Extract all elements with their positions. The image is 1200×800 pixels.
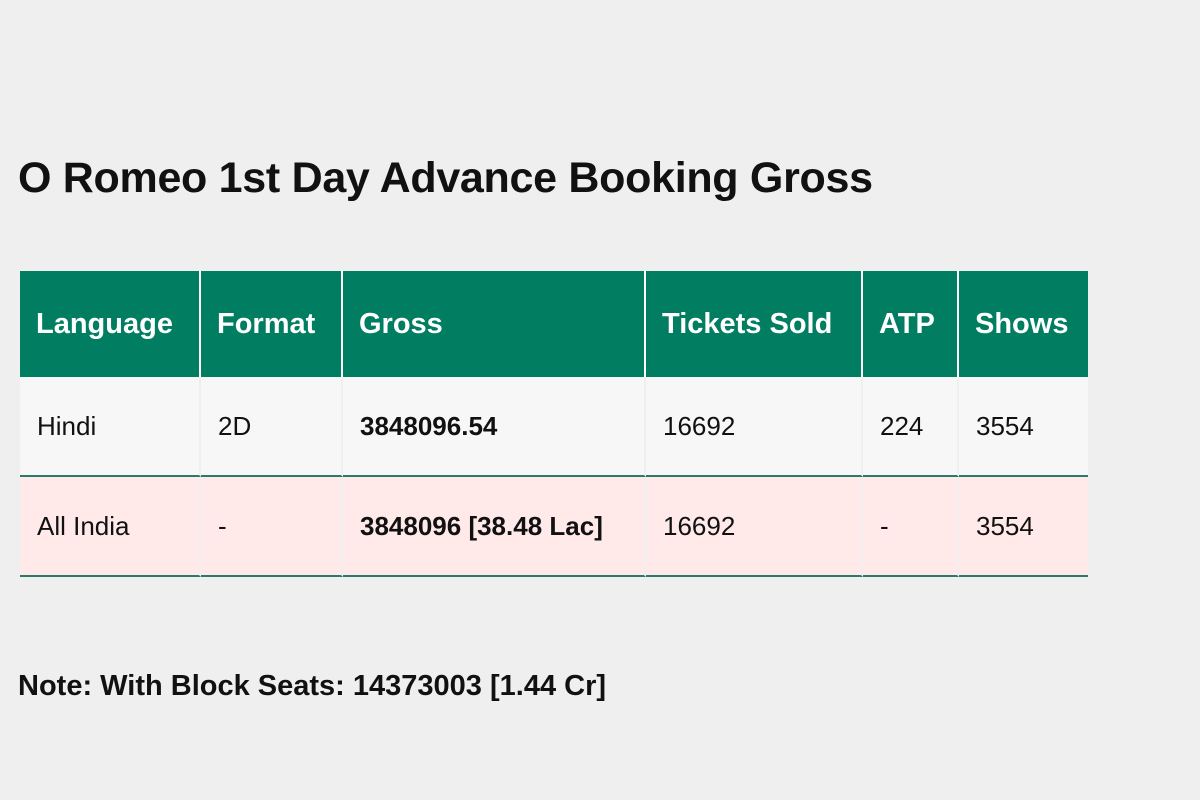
cell-tickets-sold: 16692: [646, 377, 863, 477]
column-header-language: Language: [20, 271, 201, 377]
cell-shows: 3554: [959, 477, 1088, 577]
table-row: Hindi 2D 3848096.54 16692 224 3554: [20, 377, 1088, 477]
cell-atp: 224: [863, 377, 959, 477]
column-header-atp: ATP: [863, 271, 959, 377]
table-row-total: All India - 3848096 [38.48 Lac] 16692 - …: [20, 477, 1088, 577]
column-header-tickets-sold: Tickets Sold: [646, 271, 863, 377]
cell-shows: 3554: [959, 377, 1088, 477]
column-header-format: Format: [201, 271, 343, 377]
booking-gross-table: Language Format Gross Tickets Sold ATP S…: [20, 271, 1088, 577]
table-header-row: Language Format Gross Tickets Sold ATP S…: [20, 271, 1088, 377]
cell-gross: 3848096.54: [343, 377, 646, 477]
booking-table-container: Language Format Gross Tickets Sold ATP S…: [20, 271, 1088, 577]
cell-language: All India: [20, 477, 201, 577]
column-header-gross: Gross: [343, 271, 646, 377]
cell-format: 2D: [201, 377, 343, 477]
cell-format: -: [201, 477, 343, 577]
page-title: O Romeo 1st Day Advance Booking Gross: [18, 154, 873, 202]
cell-gross: 3848096 [38.48 Lac]: [343, 477, 646, 577]
cell-language: Hindi: [20, 377, 201, 477]
column-header-shows: Shows: [959, 271, 1088, 377]
cell-tickets-sold: 16692: [646, 477, 863, 577]
cell-atp: -: [863, 477, 959, 577]
block-seats-note: Note: With Block Seats: 14373003 [1.44 C…: [18, 670, 607, 702]
